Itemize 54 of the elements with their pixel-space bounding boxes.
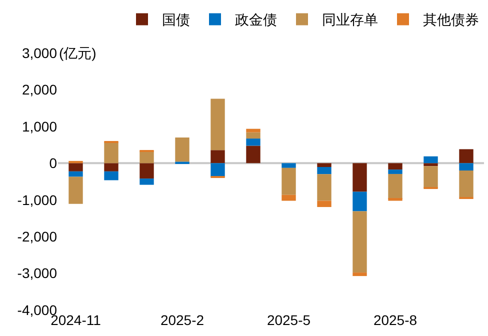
bar (68, 176, 83, 204)
legend-label: 政金债 (235, 12, 277, 28)
bar (104, 163, 118, 172)
bar (317, 167, 332, 174)
bar (246, 128, 260, 132)
bar (388, 198, 402, 201)
y-axis-title: (亿元) (59, 45, 96, 61)
bar (140, 151, 154, 164)
y-tick-label: 2,000 (22, 82, 58, 98)
bar (424, 156, 438, 164)
bar (352, 272, 367, 276)
bar (388, 170, 402, 174)
bar (388, 163, 402, 170)
bar (317, 174, 332, 201)
y-tick-label: 0 (49, 155, 58, 172)
bar (459, 149, 474, 164)
y-tick-label: 3,000 (22, 44, 58, 61)
legend-label: 其他债券 (423, 12, 479, 28)
bar (352, 163, 367, 192)
bar (424, 166, 438, 188)
bar (282, 163, 296, 168)
y-tick-label: 1,000 (22, 118, 58, 134)
bar (424, 163, 438, 166)
bar (140, 163, 154, 179)
y-tick-label: -1,000 (17, 192, 58, 208)
bar (210, 163, 225, 177)
bar (352, 192, 367, 212)
y-tick-label: -2,000 (17, 228, 58, 244)
x-tick-label: 2025-8 (373, 312, 418, 328)
bar (282, 194, 296, 201)
x-tick-label: 2025-5 (266, 312, 311, 328)
bar (140, 178, 154, 185)
bar (175, 137, 190, 162)
bar (459, 170, 474, 198)
bar (210, 98, 225, 150)
bar (68, 160, 83, 164)
legend-label: 同业存单 (322, 12, 378, 28)
bar (246, 132, 260, 139)
bar (317, 163, 332, 167)
bar (68, 171, 83, 177)
bar (246, 146, 260, 164)
bar (68, 163, 83, 172)
y-tick-label: -3,000 (17, 265, 58, 282)
bar (246, 138, 260, 146)
bar (388, 174, 402, 199)
legend-label: 国债 (162, 12, 190, 28)
bar (317, 200, 332, 208)
bar (104, 171, 118, 180)
bar (210, 150, 225, 164)
bar (352, 211, 367, 273)
bar (459, 163, 474, 170)
bar (104, 142, 118, 164)
x-tick-label: 2025-2 (160, 312, 204, 328)
bar (282, 168, 296, 195)
